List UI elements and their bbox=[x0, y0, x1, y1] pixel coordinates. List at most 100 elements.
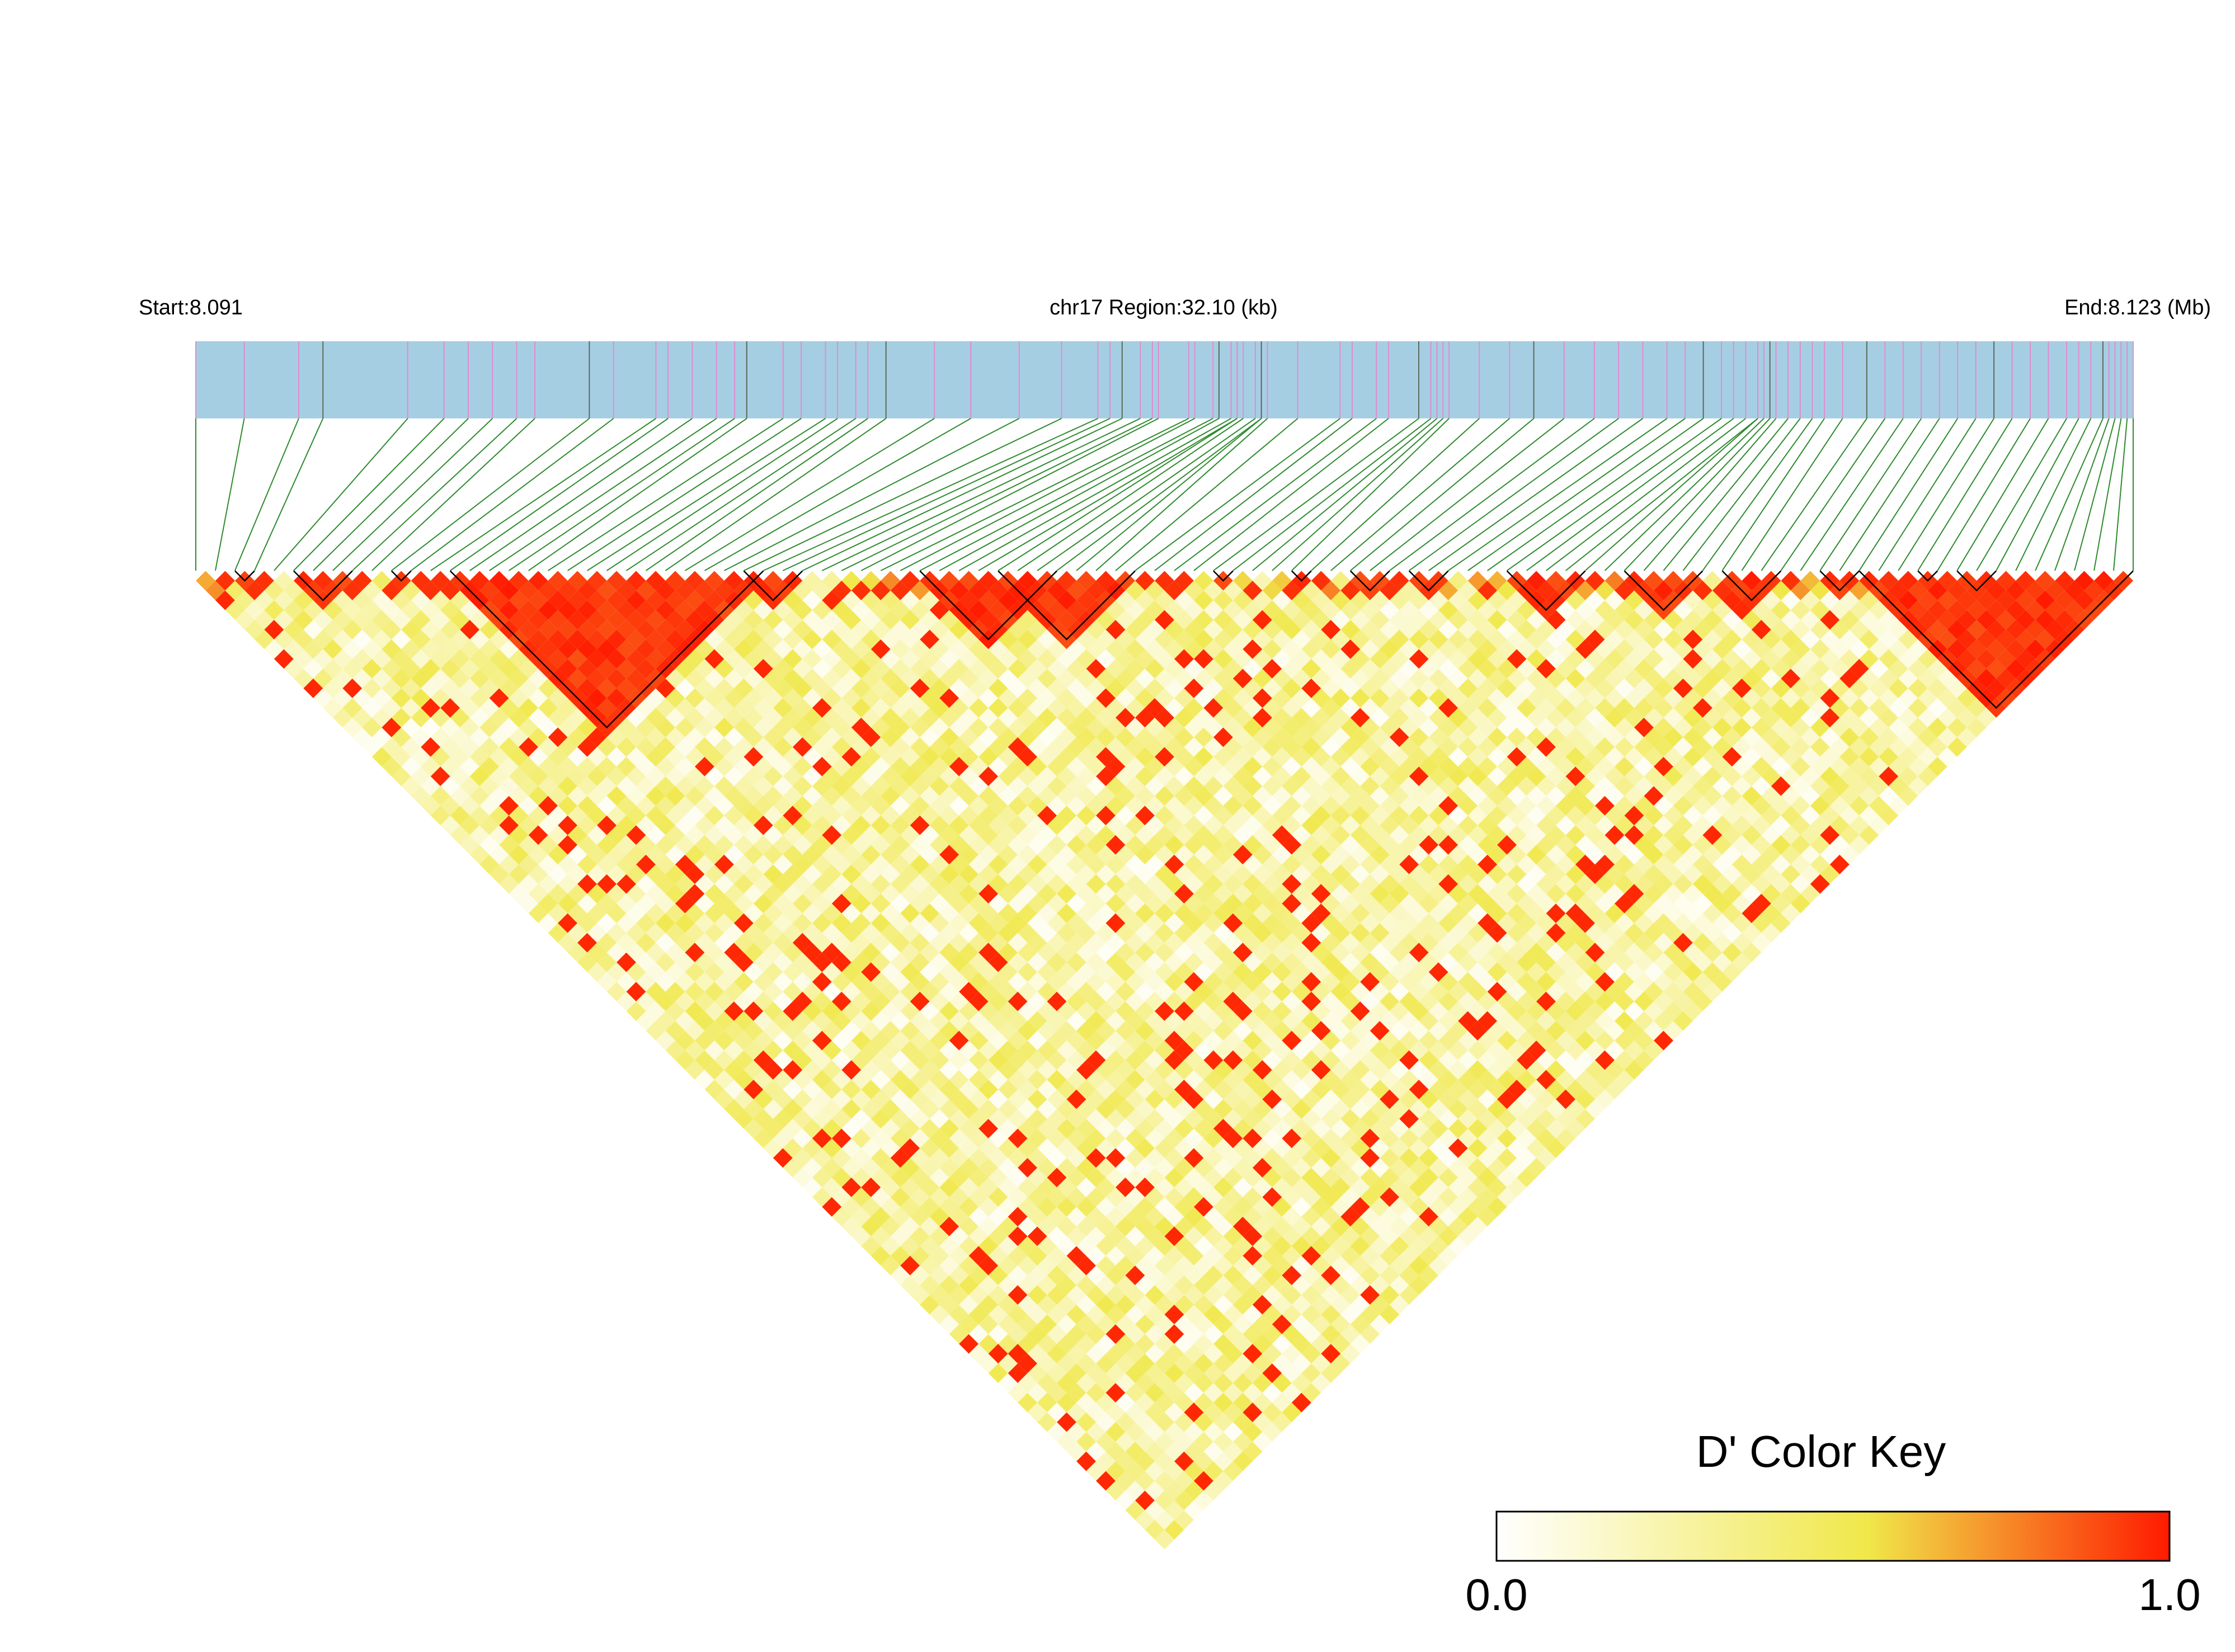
snp-connector bbox=[900, 418, 1196, 571]
ld-cell bbox=[1232, 845, 1253, 865]
ld-cell bbox=[920, 1138, 940, 1158]
ld-cell bbox=[1125, 972, 1145, 992]
ld-cell bbox=[959, 1079, 979, 1099]
ld-cell bbox=[1164, 796, 1184, 816]
ld-cell bbox=[421, 796, 441, 816]
ld-cell bbox=[753, 1011, 773, 1031]
ld-cell bbox=[1018, 845, 1038, 865]
ld-cell bbox=[1380, 854, 1400, 874]
ld-cell bbox=[264, 619, 284, 639]
snp-connector bbox=[2035, 418, 2104, 571]
ld-cell bbox=[421, 756, 441, 776]
ld-cell bbox=[1458, 776, 1478, 796]
ld-cell bbox=[1438, 658, 1458, 679]
ld-cell bbox=[1174, 1099, 1194, 1119]
ld-cell bbox=[1203, 1344, 1224, 1364]
ld-cell bbox=[1203, 1383, 1224, 1403]
ld-cell bbox=[665, 962, 685, 982]
ld-cell bbox=[1203, 854, 1224, 874]
ld-cell bbox=[1203, 1481, 1224, 1501]
ld-cell bbox=[685, 825, 705, 845]
ld-cell bbox=[1321, 756, 1341, 776]
ld-cell bbox=[1751, 737, 1771, 757]
ld-cell bbox=[1702, 884, 1723, 904]
ld-cell bbox=[1487, 962, 1507, 982]
ld-cell bbox=[1781, 864, 1801, 884]
ld-cell bbox=[1409, 766, 1429, 787]
ld-cell bbox=[1272, 1138, 1292, 1158]
ld-cell bbox=[812, 1187, 832, 1207]
ld-cell bbox=[519, 678, 539, 698]
ld-cell bbox=[1653, 658, 1673, 679]
snp-connector bbox=[234, 418, 299, 571]
ld-cell bbox=[1458, 815, 1478, 835]
ld-cell bbox=[802, 1177, 822, 1197]
ld-cell bbox=[753, 913, 773, 933]
ld-cell bbox=[460, 717, 480, 737]
ld-cell bbox=[1096, 610, 1116, 630]
ld-cell bbox=[1311, 708, 1331, 728]
ld-cell bbox=[1467, 669, 1488, 689]
ld-cell bbox=[1184, 796, 1204, 816]
ld-cell bbox=[1487, 571, 1507, 591]
ld-cell bbox=[959, 1177, 979, 1197]
ld-cell bbox=[1370, 1314, 1390, 1334]
ld-cell bbox=[929, 1265, 949, 1286]
ld-cell bbox=[1105, 991, 1126, 1011]
ld-cell bbox=[1556, 600, 1576, 620]
ld-cell bbox=[1243, 1226, 1263, 1246]
ld-cell bbox=[939, 845, 959, 865]
ld-cell bbox=[1507, 884, 1527, 904]
ld-cell bbox=[1057, 571, 1077, 591]
ld-cell bbox=[519, 854, 539, 874]
ld-cell bbox=[1781, 903, 1801, 924]
ld-cell bbox=[1419, 1265, 1439, 1286]
ld-cell bbox=[1624, 825, 1644, 845]
ld-cell bbox=[1008, 1265, 1028, 1286]
ld-cell bbox=[1800, 884, 1820, 904]
ld-cell bbox=[1409, 1255, 1429, 1276]
ld-cell bbox=[900, 1041, 920, 1061]
ld-cell bbox=[567, 884, 587, 904]
ld-cell bbox=[1634, 991, 1654, 1011]
ld-cell bbox=[1321, 874, 1341, 894]
ld-cell bbox=[1232, 649, 1253, 669]
ld-cell bbox=[1360, 619, 1380, 639]
ld-cell bbox=[939, 688, 959, 708]
ld-cell bbox=[1517, 991, 1537, 1011]
ld-cell bbox=[1751, 874, 1771, 894]
ld-cell bbox=[1438, 698, 1458, 718]
ld-cell bbox=[1203, 737, 1224, 757]
ld-cell bbox=[1389, 786, 1409, 806]
ld-cell bbox=[1517, 776, 1537, 796]
ld-cell bbox=[988, 1207, 1008, 1227]
ld-cell bbox=[1644, 786, 1664, 806]
ld-cell bbox=[831, 1089, 851, 1109]
ld-cell bbox=[1487, 982, 1507, 1002]
ld-cell bbox=[371, 610, 392, 630]
ld-cell bbox=[538, 854, 558, 874]
ld-cell bbox=[763, 962, 783, 982]
ld-cell bbox=[1037, 1197, 1057, 1217]
ld-cell bbox=[1243, 874, 1263, 894]
ld-cell bbox=[812, 776, 832, 796]
ld-cell bbox=[1105, 1168, 1126, 1188]
ld-cell bbox=[890, 1246, 910, 1266]
ld-cell bbox=[1193, 610, 1213, 630]
ld-cell bbox=[479, 776, 500, 796]
ld-cell bbox=[1467, 747, 1488, 767]
ld-cell bbox=[1223, 1265, 1243, 1286]
ld-cell bbox=[587, 571, 607, 591]
ld-cell bbox=[939, 806, 959, 826]
ld-cell bbox=[1360, 972, 1380, 992]
ld-cell bbox=[1096, 1432, 1116, 1452]
ld-cell bbox=[1615, 698, 1635, 718]
ld-cell bbox=[1272, 571, 1292, 591]
ld-cell bbox=[1203, 619, 1224, 639]
ld-cell bbox=[1595, 717, 1615, 737]
ld-cell bbox=[1526, 727, 1546, 747]
ld-cell bbox=[685, 1041, 705, 1061]
ld-cell bbox=[1389, 1099, 1409, 1119]
ld-cell bbox=[1145, 600, 1165, 620]
ld-cell bbox=[636, 600, 656, 620]
